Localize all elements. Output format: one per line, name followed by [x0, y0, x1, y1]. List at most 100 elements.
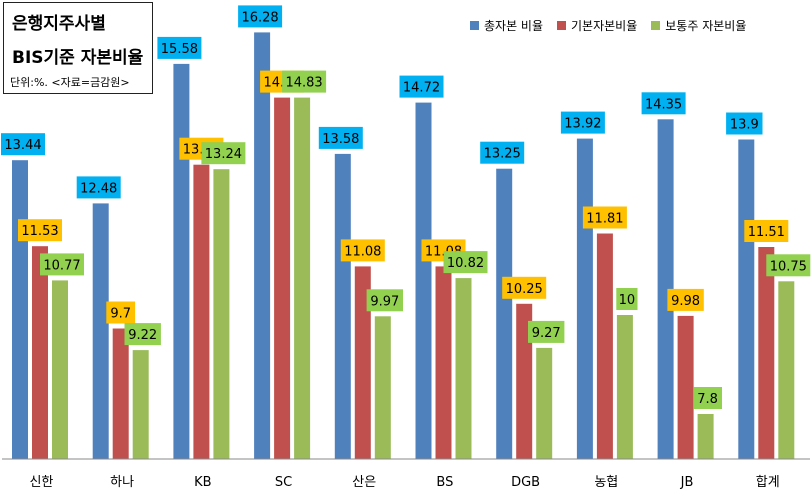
data-label-box	[616, 288, 638, 310]
data-label-text: 11.81	[586, 212, 623, 227]
bar-total-4	[334, 153, 351, 459]
bar-cet1-2	[213, 169, 230, 459]
data-label-cet1-4: 9.97	[366, 289, 403, 312]
data-label-box	[106, 301, 136, 324]
data-label-text: 11.51	[748, 225, 785, 240]
data-label-total-9: 13.9	[726, 112, 763, 135]
data-label-text: 10	[619, 293, 636, 308]
data-label-total-0: 13.44	[1, 133, 45, 156]
bar-total-6	[496, 168, 513, 459]
data-label-tier1-4: 11.08	[340, 239, 385, 262]
bar-cet1-0	[52, 280, 68, 459]
data-label-box	[582, 206, 627, 229]
data-label-box	[744, 220, 789, 242]
data-label-cet1-3: 14.83	[282, 70, 327, 93]
data-label-box	[201, 142, 246, 165]
bar-tier1-9	[758, 247, 775, 459]
data-label-text: 14.72	[403, 81, 440, 96]
bar-cet1-1	[132, 350, 149, 459]
data-label-text: 9.98	[671, 294, 700, 309]
chart-legend: 총자본 비율 기본자본비율 보통주 자본비율	[470, 17, 746, 34]
data-label-box	[528, 320, 565, 343]
x-tick-labels: 신한 하나 KB SC 산은 BS DGB 농협 JB 합계	[29, 475, 779, 490]
bar-total-5	[415, 102, 432, 459]
bar-tier1-7	[596, 233, 613, 459]
legend-swatch-total	[470, 21, 479, 30]
data-label-text: 9.7	[110, 307, 131, 322]
legend-label-tier1: 기본자본비율	[571, 19, 638, 33]
data-label-box	[502, 276, 547, 299]
legend-item-tier1: 기본자본비율	[557, 17, 637, 34]
data-label-box	[1, 133, 45, 156]
data-label-text: 13.9	[730, 118, 759, 133]
data-label-text: 13.92	[564, 117, 601, 132]
data-label-text: 10.82	[447, 256, 484, 271]
legend-item-total: 총자본 비율	[470, 17, 543, 34]
legend-label-total: 총자본 비율	[484, 19, 544, 33]
x-tick-label-4: 산은	[352, 475, 376, 490]
bar-cet1-6	[536, 347, 553, 459]
data-label-tier1-9: 11.51	[744, 220, 789, 242]
data-label-box	[693, 387, 722, 409]
data-label-text: 11.53	[21, 224, 58, 239]
data-label-text: 9.22	[128, 328, 157, 343]
x-tick-label-2: KB	[194, 475, 211, 490]
data-label-text: 9.97	[370, 294, 399, 309]
unit-source-note: 단위:%. <자료=금감원>	[10, 76, 130, 89]
data-label-box	[726, 112, 763, 135]
data-label-box	[318, 126, 363, 149]
data-label-box	[18, 219, 62, 242]
data-label-total-6: 13.25	[480, 141, 525, 164]
data-label-tier1-1: 9.7	[106, 301, 136, 324]
data-label-text: 12.48	[80, 181, 117, 196]
bar-cet1-8	[697, 414, 714, 459]
x-tick-label-9: 합계	[756, 475, 780, 490]
data-label-total-3: 16.28	[238, 5, 283, 28]
bar-total-9	[738, 139, 755, 459]
bar-tier1-3	[274, 97, 291, 459]
data-label-cet1-8: 7.8	[693, 387, 722, 409]
data-label-tier1-0: 11.53	[18, 219, 62, 242]
data-label-box	[366, 289, 403, 312]
x-tick-label-6: DGB	[511, 475, 540, 490]
data-label-total-8: 14.35	[641, 92, 686, 115]
data-label-box	[560, 111, 605, 134]
bar-total-2	[173, 63, 190, 460]
data-label-total-2: 15.58	[157, 36, 202, 59]
data-label-cet1-0: 10.77	[40, 253, 84, 276]
bars-layer	[12, 32, 795, 460]
bar-cet1-3	[294, 97, 311, 459]
data-label-box	[340, 239, 385, 262]
data-label-text: 13.24	[205, 147, 242, 162]
data-label-text: 14.35	[645, 97, 682, 112]
bar-tier1-8	[677, 315, 694, 459]
data-label-box	[157, 36, 202, 59]
data-label-text: 11.08	[344, 244, 381, 259]
data-label-text: 13.25	[484, 147, 521, 162]
chart-title: 은행지주사별	[12, 14, 106, 34]
data-label-box	[766, 254, 811, 277]
legend-label-cet1: 보통주 자본비율	[665, 19, 747, 33]
data-label-box	[282, 70, 327, 93]
data-label-box	[641, 92, 686, 115]
bar-tier1-0	[32, 246, 48, 459]
data-label-box	[443, 251, 488, 274]
x-tick-label-1: 하나	[110, 475, 134, 490]
x-tick-label-3: SC	[275, 475, 292, 490]
legend-item-cet1: 보통주 자본비율	[651, 17, 746, 34]
bar-tier1-1	[112, 328, 129, 459]
data-label-box	[667, 288, 704, 311]
data-label-text: 10.77	[43, 258, 80, 273]
bar-total-1	[92, 203, 109, 459]
data-label-text: 10.75	[770, 259, 807, 274]
x-tick-label-0: 신한	[29, 475, 53, 490]
x-tick-label-8: JB	[680, 475, 694, 490]
bar-total-3	[254, 32, 271, 460]
bar-cet1-5	[455, 278, 472, 459]
data-label-text: 9.27	[532, 326, 561, 341]
data-label-text: 14.83	[285, 76, 322, 91]
bar-cet1-9	[778, 281, 795, 460]
data-label-cet1-6: 9.27	[528, 320, 565, 343]
data-label-box	[399, 75, 444, 98]
